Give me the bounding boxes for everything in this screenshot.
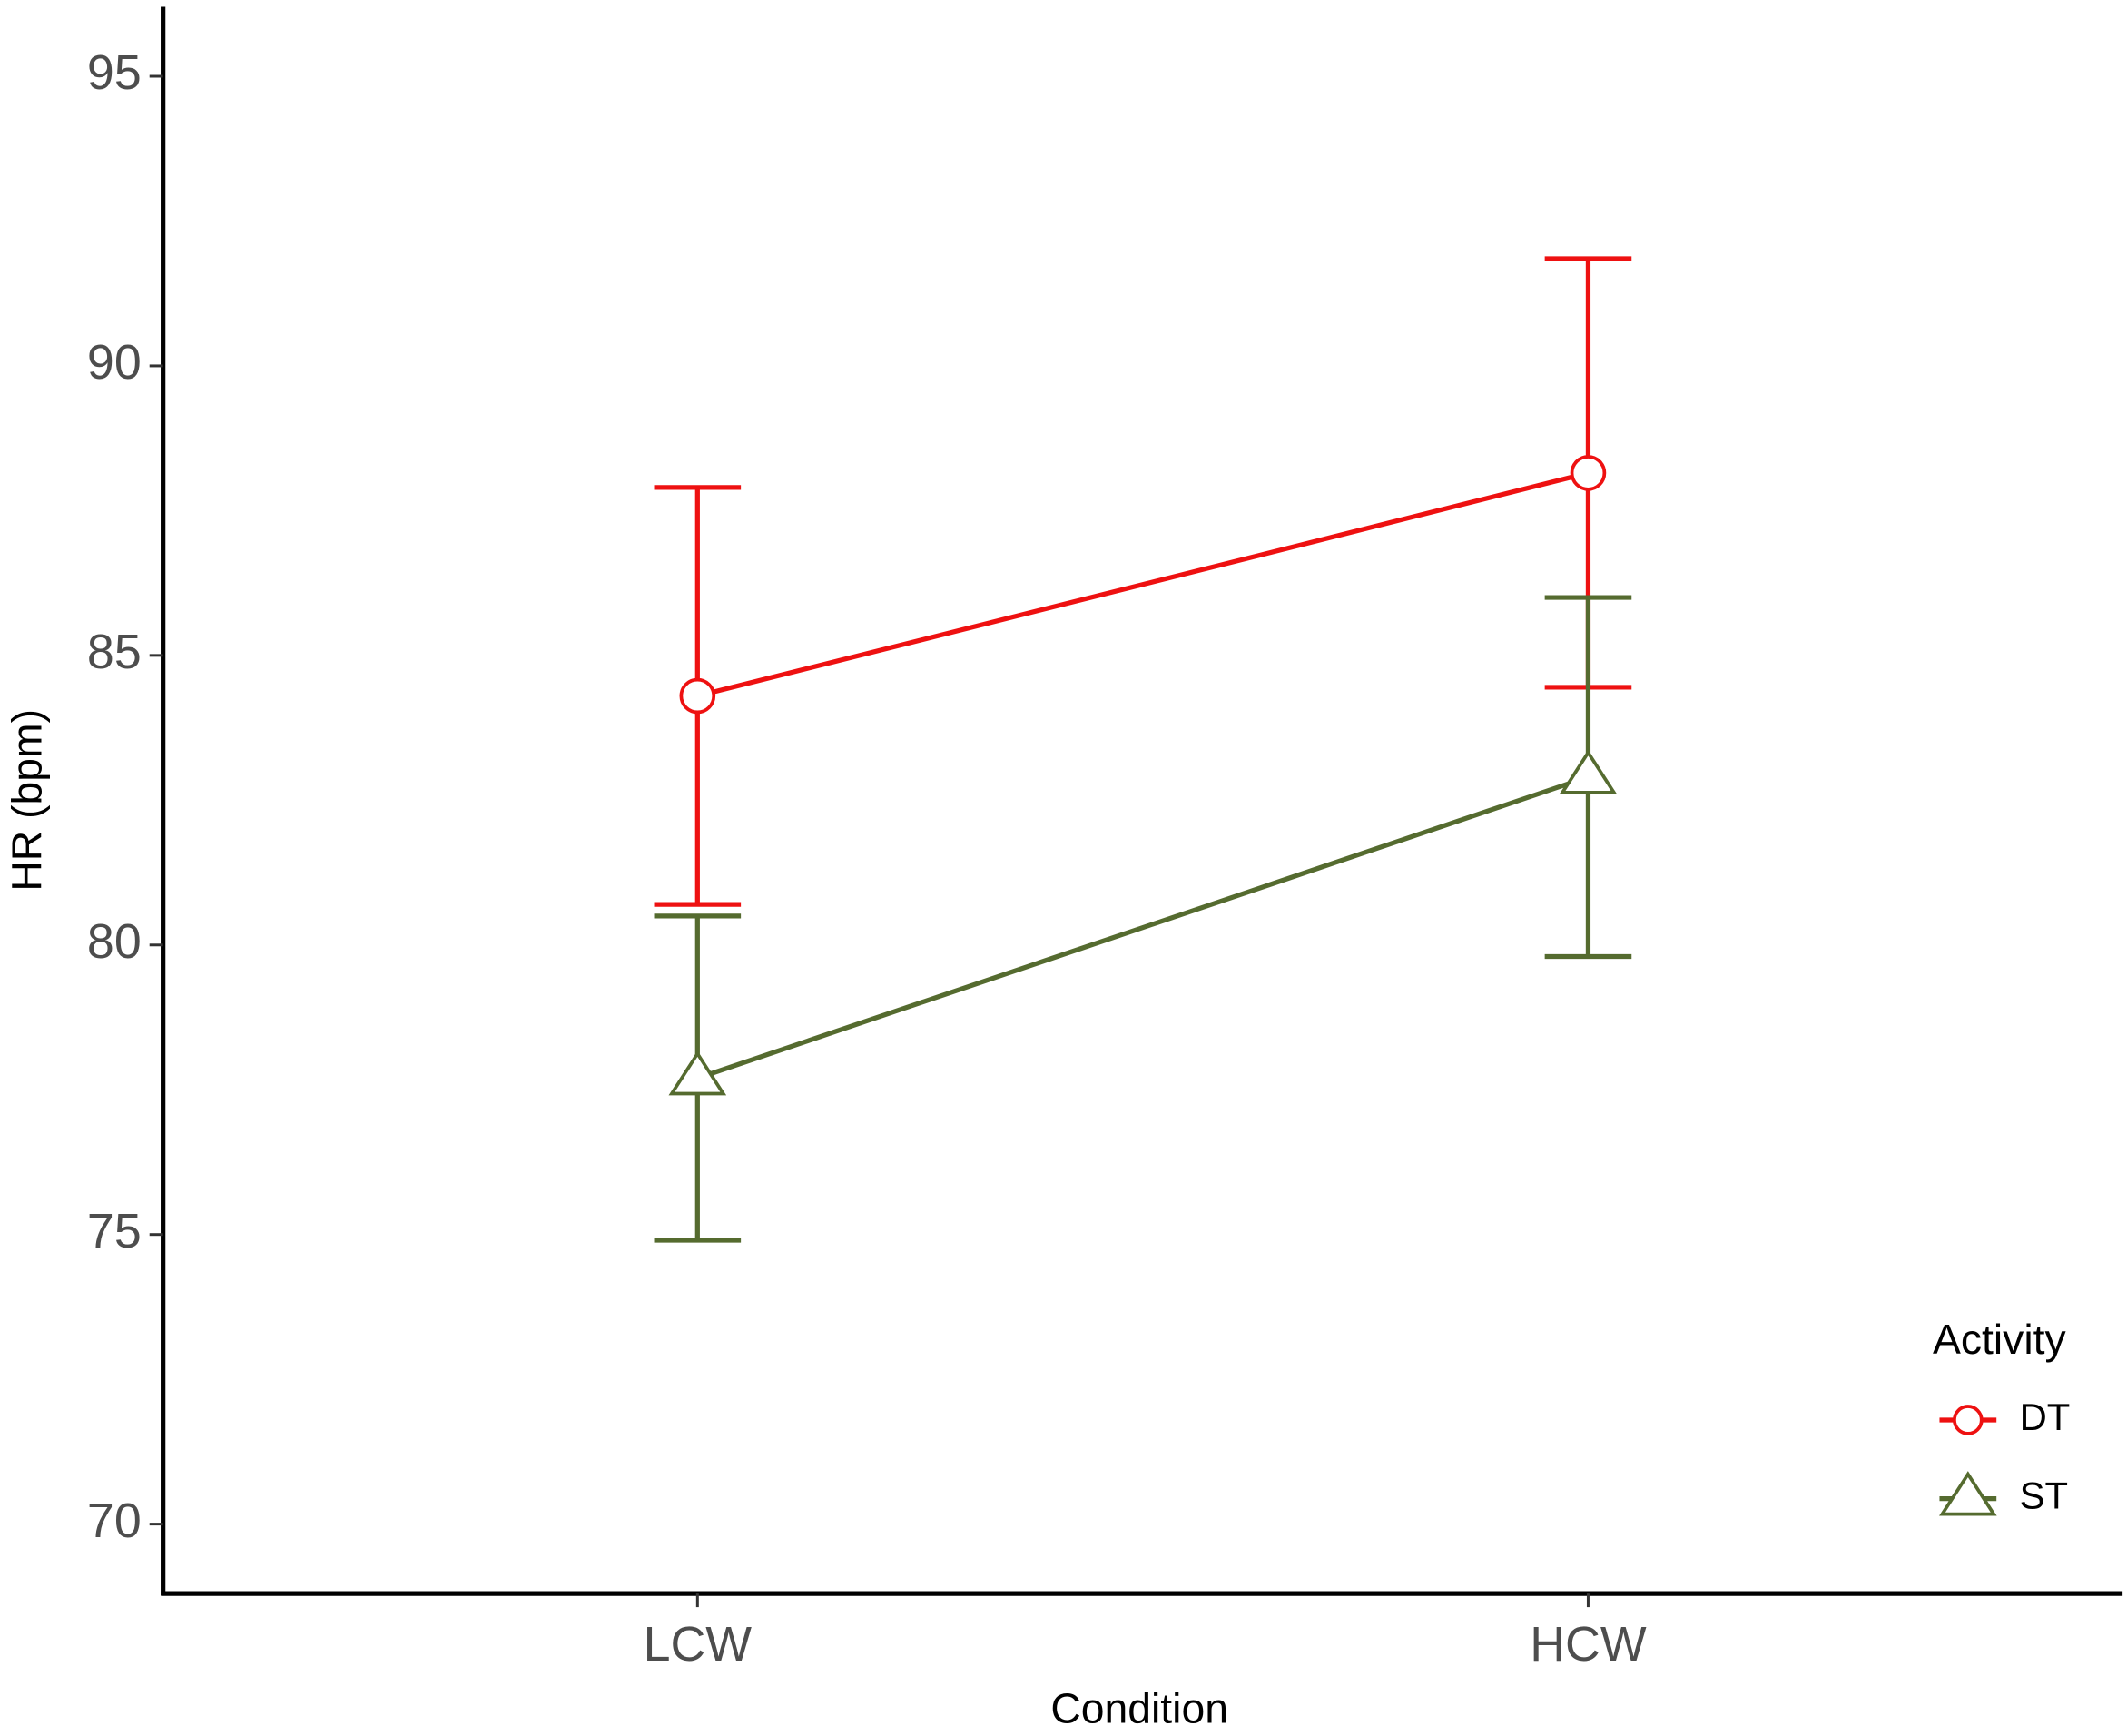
x-tick-label: HCW (1530, 1617, 1647, 1672)
legend-label: ST (2020, 1475, 2068, 1517)
point (1570, 455, 1607, 491)
y-tick-label: 80 (87, 914, 142, 969)
y-tick-label: 95 (87, 45, 142, 100)
legend-label: DT (2020, 1396, 2071, 1438)
y-tick-label: 85 (87, 625, 142, 679)
legend-marker (1939, 1471, 1997, 1516)
series-line (696, 774, 1590, 1080)
point (679, 677, 716, 715)
x-tick-label: LCW (644, 1617, 753, 1672)
y-axis-title: HR (bpm) (3, 709, 50, 892)
series (654, 595, 1632, 1243)
legend-title: Activity (1933, 1316, 2066, 1363)
x-axis-title: Condition (1050, 1684, 1228, 1731)
point (668, 1050, 727, 1096)
y-tick-label: 75 (87, 1204, 142, 1258)
legend-marker (1953, 1405, 1984, 1435)
point (1559, 749, 1618, 794)
y-tick-label: 70 (87, 1494, 142, 1548)
y-tick-label: 90 (87, 335, 142, 390)
series-line (696, 470, 1590, 699)
